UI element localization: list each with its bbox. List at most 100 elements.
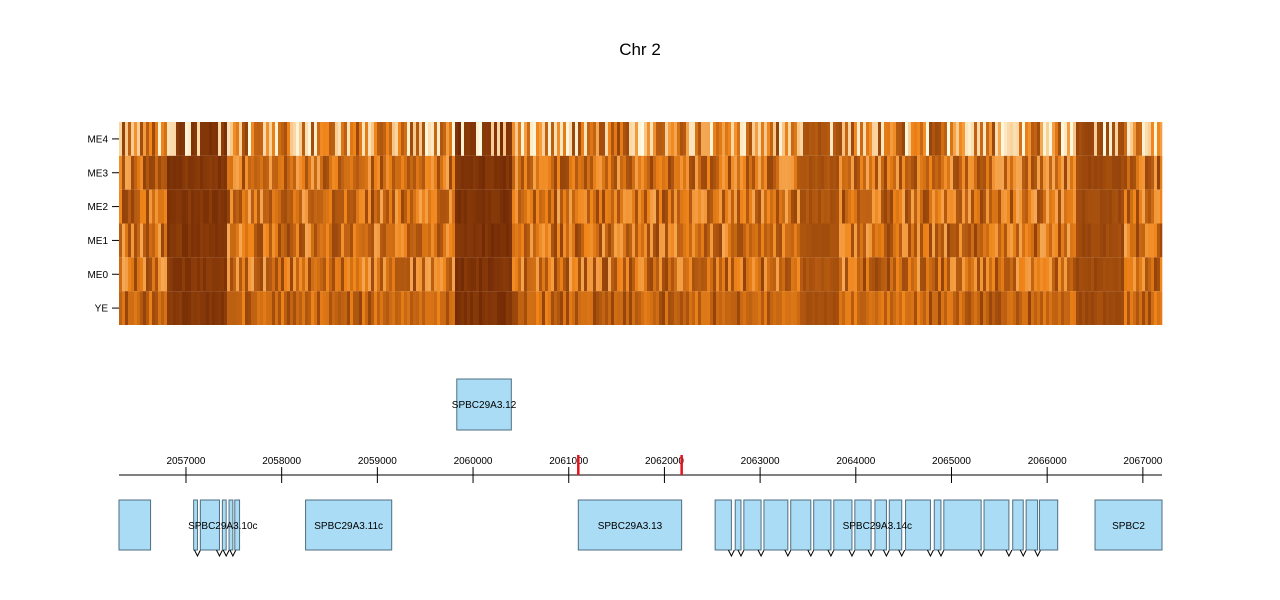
heat-cell [518, 155, 522, 190]
heat-cell [857, 155, 861, 190]
heat-cell [197, 122, 201, 156]
heat-cell [470, 189, 474, 224]
heat-cell [587, 291, 591, 325]
heat-cell [740, 257, 744, 292]
heat-cell [1004, 155, 1008, 190]
heat-cell [488, 189, 492, 224]
heat-cell [431, 257, 435, 292]
heat-cell [149, 223, 153, 258]
heat-cell [248, 189, 252, 224]
heat-cell [1043, 189, 1047, 224]
heat-cell [149, 189, 153, 224]
heat-cell [848, 223, 852, 258]
heat-cell [878, 257, 882, 292]
heat-cell [704, 291, 708, 325]
heat-cell [971, 223, 975, 258]
heat-cell [854, 122, 858, 156]
heat-cell [383, 155, 387, 190]
heat-cell [641, 291, 645, 325]
heat-cell [989, 257, 993, 292]
heat-cell [959, 155, 963, 190]
heat-cell [752, 291, 756, 325]
heat-cell [263, 155, 267, 190]
heat-cell [641, 155, 645, 190]
heat-cell [323, 189, 327, 224]
intron-arrow [784, 549, 792, 558]
heat-cell [581, 122, 585, 156]
heat-cell [1061, 122, 1065, 156]
heat-cell [1148, 189, 1152, 224]
heat-cell [923, 223, 927, 258]
heat-cell [350, 291, 354, 325]
heat-cell [617, 189, 621, 224]
axis-tick-label: 2066000 [1028, 456, 1067, 467]
heat-cell [251, 189, 255, 224]
heat-cell [380, 155, 384, 190]
heat-cell [1124, 122, 1128, 156]
heat-cell [443, 223, 447, 258]
heat-cell [395, 257, 399, 292]
heat-cell [1148, 155, 1152, 190]
heat-cell [650, 291, 654, 325]
heat-cell [926, 257, 930, 292]
heat-cell [371, 155, 375, 190]
heat-cell [554, 122, 558, 156]
heat-cell [422, 291, 426, 325]
heat-cell [515, 155, 519, 190]
heat-cell [791, 155, 795, 190]
heat-cell [899, 291, 903, 325]
heat-cell [869, 122, 873, 156]
heat-cell [317, 291, 321, 325]
heat-cell [752, 223, 756, 258]
heat-cell [554, 257, 558, 292]
heat-cell [224, 155, 228, 190]
heat-cell [791, 257, 795, 292]
heat-cell [818, 155, 822, 190]
heat-cell [950, 257, 954, 292]
heat-cell [899, 223, 903, 258]
heat-cell [875, 189, 879, 224]
heat-cell [1001, 155, 1005, 190]
heat-cell [740, 223, 744, 258]
heat-cell [599, 122, 603, 156]
heat-cell [254, 223, 258, 258]
heat-cell [296, 122, 300, 156]
heat-cell [917, 155, 921, 190]
heat-cell [953, 189, 957, 224]
heat-cell [743, 122, 747, 156]
heat-cell [269, 155, 273, 190]
heat-cell [260, 122, 264, 156]
heat-cell [485, 257, 489, 292]
heat-cell [323, 223, 327, 258]
heat-cell [284, 257, 288, 292]
intron-arrow [222, 549, 230, 558]
heat-cell [266, 291, 270, 325]
heat-cell [320, 155, 324, 190]
heat-cell [929, 189, 933, 224]
heat-cell [290, 257, 294, 292]
heat-cell [656, 155, 660, 190]
heat-cell [320, 223, 324, 258]
heat-cell [455, 155, 459, 190]
heat-cell [473, 291, 477, 325]
heat-cell [479, 223, 483, 258]
heat-cell [1043, 223, 1047, 258]
heat-cell [1058, 189, 1062, 224]
heat-cell [230, 257, 234, 292]
heat-cell [974, 223, 978, 258]
heat-cell [1067, 291, 1071, 325]
heat-cell [1052, 155, 1056, 190]
heat-cell [746, 291, 750, 325]
heat-cell [902, 155, 906, 190]
heat-cell [437, 155, 441, 190]
heat-cell [416, 122, 420, 156]
gene-label: SPBC29A3.11c [314, 521, 383, 532]
heat-cell [524, 122, 528, 156]
heat-cell [629, 257, 633, 292]
heat-cell [425, 291, 429, 325]
heat-cell [791, 122, 795, 156]
heat-cell [161, 291, 165, 325]
heat-cell [941, 291, 945, 325]
heat-cell [1160, 223, 1163, 258]
heat-cell [1148, 122, 1152, 156]
